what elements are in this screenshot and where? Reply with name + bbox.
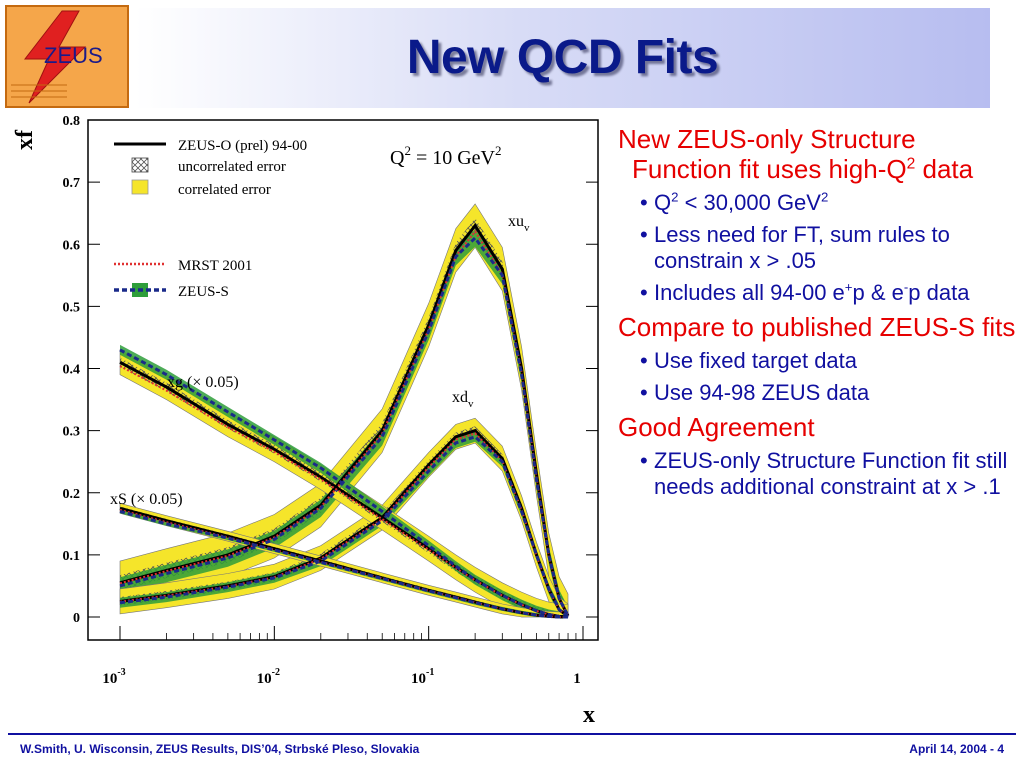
x-axis-label: x bbox=[583, 702, 595, 728]
x-tick-label: 10-3 bbox=[102, 667, 125, 687]
footer-date-page: April 14, 2004 - 4 bbox=[909, 742, 1004, 756]
bullet-list: New ZEUS-only Structure Function fit use… bbox=[618, 122, 1018, 506]
plot-frame-box bbox=[87, 119, 599, 641]
mrst-curve bbox=[119, 365, 569, 618]
footer-citation: W.Smith, U. Wisconsin, ZEUS Results, DIS… bbox=[20, 742, 420, 756]
curve-label-xs: xS (× 0.05) bbox=[110, 491, 183, 508]
y-tick-label: 0 bbox=[73, 611, 80, 626]
lightning-bolt-icon bbox=[11, 10, 87, 104]
chart-legend: ZEUS-O (prel) 94-00 uncorrelated error c… bbox=[114, 138, 307, 300]
y-tick-label: 0.8 bbox=[63, 114, 81, 129]
y-tick-label: 0.4 bbox=[63, 363, 81, 378]
legend-label-mrst: MRST 2001 bbox=[178, 258, 252, 274]
q2-annotation: Q2 = 10 GeV2 bbox=[390, 143, 502, 169]
footer-divider bbox=[8, 733, 1016, 735]
curve-label-xuv: xuv bbox=[508, 213, 530, 234]
y-tick-label: 0.3 bbox=[63, 425, 81, 440]
y-tick-label: 0.2 bbox=[63, 487, 81, 502]
zeus-s-curve bbox=[119, 509, 568, 619]
uncorrelated-error-band bbox=[120, 357, 568, 617]
bullet-item: • Q2 < 30,000 GeV2 bbox=[640, 189, 829, 215]
pdf-plot: 0 0.1 0.2 0.3 0.4 0.5 0.6 0.7 0.8 10-3 10-2 10-1 1 x… bbox=[0, 108, 610, 728]
bullet-item: • Use 94-98 ZEUS data bbox=[640, 380, 870, 405]
x-tick-label: 10-1 bbox=[411, 667, 434, 687]
legend-label-correlated: correlated error bbox=[178, 182, 271, 198]
legend-swatch-correlated bbox=[131, 179, 149, 195]
zeus-s-curve bbox=[119, 435, 569, 618]
bullet-item: • Includes all 94-00 e+p & e-p data bbox=[640, 279, 970, 305]
x-tick-label: 1 bbox=[573, 671, 581, 687]
y-tick-label: 0.5 bbox=[63, 300, 81, 315]
zeus-logo: ZEUS bbox=[5, 5, 129, 108]
slide-title: New QCD Fits bbox=[406, 31, 719, 84]
bullet-heading: Good Agreement bbox=[618, 412, 815, 442]
bullet-heading: Compare to published ZEUS-S fits bbox=[618, 312, 1016, 342]
mrst-curve bbox=[119, 508, 568, 618]
bullet-item: • Less need for FT, sum rules to constrai… bbox=[640, 222, 950, 273]
legend-label-zeus-o: ZEUS-O (prel) 94-00 bbox=[178, 138, 307, 154]
legend-swatch-uncorrelated bbox=[131, 157, 149, 173]
bullet-item: • ZEUS-only Structure Function fit still … bbox=[640, 448, 1008, 499]
legend-label-zeus-s: ZEUS-S bbox=[178, 284, 229, 300]
x-tick-label: 10-2 bbox=[257, 667, 280, 687]
bullet-item: • Use fixed target data bbox=[640, 348, 858, 373]
y-tick-label: 0.6 bbox=[63, 238, 81, 253]
legend-label-uncorrelated: uncorrelated error bbox=[178, 159, 286, 175]
zeus-s-band bbox=[120, 229, 568, 618]
zeus-s-curve bbox=[119, 235, 570, 617]
curve-label-xdv: xdv bbox=[452, 389, 474, 410]
y-tick-label: 0.1 bbox=[63, 549, 81, 564]
logo-text: ZEUS bbox=[44, 43, 103, 68]
y-axis-label: xf bbox=[12, 129, 38, 150]
pdf-plot-svg: 0 0.1 0.2 0.3 0.4 0.5 0.6 0.7 0.8 10-3 10-2 10-1 1 x… bbox=[12, 114, 599, 728]
y-tick-label: 0.7 bbox=[63, 176, 81, 191]
title-banner: New QCD Fits bbox=[135, 8, 990, 108]
curve-label-xg: xg (× 0.05) bbox=[167, 374, 239, 391]
bullet-heading: New ZEUS-only Structure Function fit use… bbox=[618, 124, 974, 184]
